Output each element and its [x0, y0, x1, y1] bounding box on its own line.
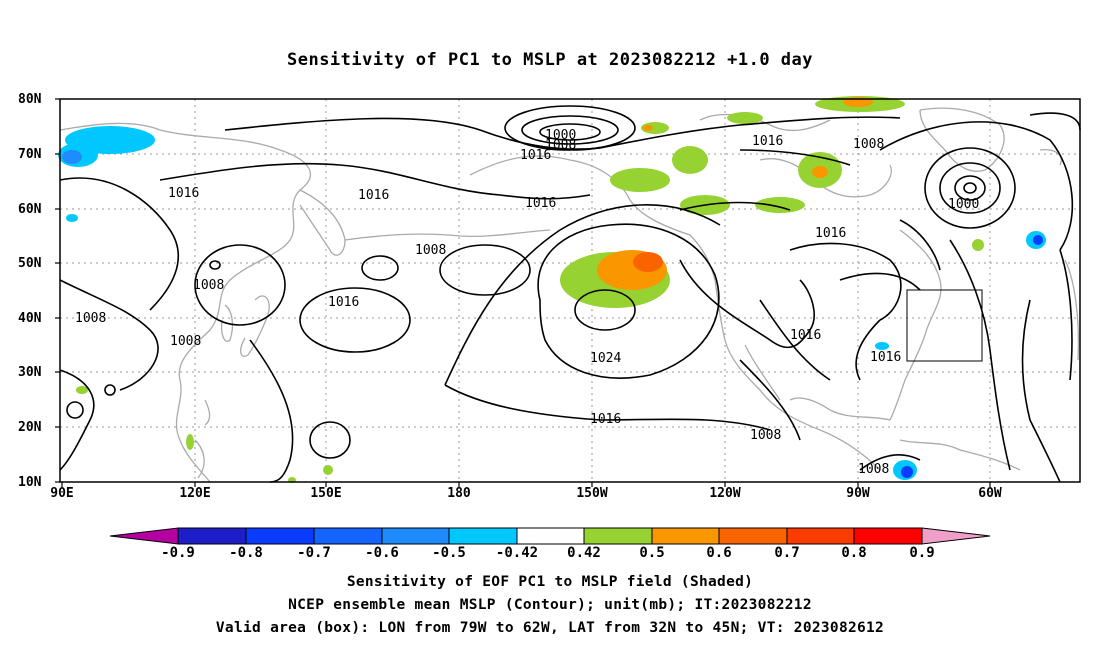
shade-green-tropical-1 — [186, 434, 194, 450]
colorbar-label: -0.6 — [365, 545, 399, 561]
caption-line-2: NCEP ensemble mean MSLP (Contour); unit(… — [288, 597, 812, 613]
contour-label: 1008 — [750, 428, 781, 443]
contour-label: 1008 — [853, 137, 884, 152]
lat-label: 50N — [18, 256, 42, 271]
colorbar-box — [177, 527, 247, 545]
valid-area-box — [906, 289, 983, 362]
colorbar-label: 0.6 — [706, 545, 732, 561]
colorbar-label: -0.9 — [161, 545, 195, 561]
shade-blue-atlantic — [1033, 235, 1043, 245]
lat-label: 60N — [18, 202, 42, 217]
shade-green-canada-2 — [755, 197, 805, 213]
contour-label: 1016 — [752, 134, 783, 149]
colorbar-label: -0.5 — [432, 545, 466, 561]
contour-label: 1008 — [193, 278, 224, 293]
colorbar-label: 0.7 — [774, 545, 800, 561]
colorbar-box — [516, 527, 585, 545]
colorbar-label: 0.8 — [841, 545, 867, 561]
contour-label: 1016 — [870, 350, 901, 365]
lon-label: 150W — [576, 486, 608, 501]
shade-blue-siberia — [62, 150, 82, 164]
shade-green-alaska — [610, 168, 670, 192]
lon-label: 120W — [709, 486, 741, 501]
lon-label: 90E — [50, 486, 74, 501]
colorbar-label: -0.8 — [229, 545, 263, 561]
colorbar-box — [583, 527, 653, 545]
axis-ticks — [55, 98, 991, 487]
shade-orange-canada — [812, 166, 828, 178]
lat-label: 10N — [18, 475, 42, 490]
chart-title: Sensitivity of PC1 to MSLP at 2023082212… — [286, 50, 813, 70]
lat-label: 80N — [18, 92, 42, 107]
caption-line-1: Sensitivity of EOF PC1 to MSLP field (Sh… — [346, 574, 754, 590]
colorbar-box — [448, 527, 518, 545]
shade-green-hudson — [727, 112, 763, 124]
shade-green-east — [972, 239, 984, 251]
lat-label: 30N — [18, 365, 42, 380]
shade-cyan-small-w — [66, 214, 78, 222]
shade-orange-alaska-small — [643, 125, 653, 131]
colorbar-right-arrow — [921, 527, 991, 545]
contour-labels: 1000 1008 1016 1016 1016 1016 1008 1008 … — [75, 128, 979, 477]
contour-label: 1016 — [520, 148, 551, 163]
lon-label: 150E — [310, 486, 342, 501]
mslp-contours — [59, 105, 1081, 483]
colorbar-label: 0.42 — [567, 545, 601, 561]
contour-label: 1000 — [948, 197, 979, 212]
contour-label: 1008 — [415, 243, 446, 258]
contour-label: 1016 — [358, 188, 389, 203]
gridlines — [60, 99, 1080, 482]
contour-label: 1016 — [590, 412, 621, 427]
contour-label: 1008 — [75, 311, 106, 326]
contour-label: 1008 — [545, 138, 576, 153]
shade-cyan-gulf — [875, 342, 889, 350]
lat-label: 20N — [18, 420, 42, 435]
colorbar-label: 0.5 — [639, 545, 665, 561]
colorbar-label: -0.42 — [495, 545, 539, 561]
colorbar — [109, 527, 991, 545]
colorbar-box — [853, 527, 923, 545]
lon-label: 60W — [978, 486, 1002, 501]
map-frame — [59, 98, 1081, 483]
contour-label: 1016 — [815, 226, 846, 241]
lat-label: 70N — [18, 147, 42, 162]
colorbar-label: -0.7 — [297, 545, 331, 561]
colorbar-box — [245, 527, 315, 545]
lon-label: 90W — [846, 486, 870, 501]
contour-label: 1016 — [328, 295, 359, 310]
contour-label: 1024 — [590, 351, 621, 366]
contour-label: 1016 — [525, 196, 556, 211]
colorbar-label: 0.9 — [909, 545, 935, 561]
caption-line-3: Valid area (box): LON from 79W to 62W, L… — [215, 620, 885, 636]
contour-label: 1000 — [545, 128, 576, 143]
shade-blue-caribbean — [901, 466, 913, 478]
contour-label: 1008 — [170, 334, 201, 349]
colorbar-box — [381, 527, 450, 545]
shade-green-tropical-4 — [76, 386, 88, 394]
lon-label: 180 — [447, 486, 471, 501]
colorbar-box — [786, 527, 855, 545]
shade-green-tropical-2 — [323, 465, 333, 475]
colorbar-left-arrow — [109, 527, 179, 545]
colorbar-box — [651, 527, 720, 545]
lon-label: 120E — [179, 486, 211, 501]
colorbar-box — [718, 527, 788, 545]
shade-green-alaska-2 — [672, 146, 708, 174]
lat-label: 40N — [18, 311, 42, 326]
contour-label: 1016 — [168, 186, 199, 201]
shade-red-north-pacific — [633, 252, 663, 272]
contour-label: 1008 — [858, 462, 889, 477]
colorbar-box — [313, 527, 383, 545]
coastlines — [59, 107, 1080, 483]
contour-label: 1016 — [790, 328, 821, 343]
